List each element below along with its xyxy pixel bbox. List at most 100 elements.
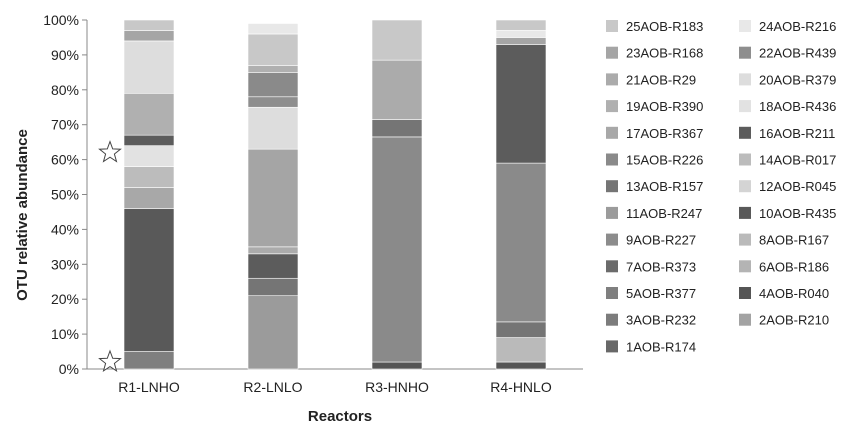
- legend-item: 9AOB-R227: [606, 233, 696, 248]
- legend-swatch: [606, 180, 618, 193]
- bar-segment-25AOB-R183: [247, 33, 299, 66]
- bar-segment-21AOB-R29: [371, 59, 423, 120]
- legend-swatch: [739, 100, 751, 113]
- x-tick-label: R3-HNHO: [365, 379, 429, 395]
- y-axis-ticks: 0% 10% 20% 30% 40% 50% 60% 70% 80% 90% 100%: [43, 12, 87, 377]
- bar-segment-20AOB-R379: [247, 106, 299, 150]
- x-tick-label: R4-HNLO: [490, 379, 552, 395]
- legend-item: 22AOB-R439: [739, 46, 836, 61]
- legend-label: 14AOB-R017: [759, 153, 836, 168]
- legend: 25AOB-R183 24AOB-R216 23AOB-R168 22AOB-R439…: [606, 19, 836, 354]
- y-tick-label: 100%: [43, 12, 79, 28]
- star-icon: [98, 349, 122, 373]
- legend-item: 11AOB-R247: [606, 206, 702, 221]
- legend-label: 11AOB-R247: [626, 206, 702, 221]
- legend-label: 6AOB-R186: [759, 259, 829, 274]
- legend-swatch: [739, 180, 751, 193]
- y-tick-label: 80%: [51, 82, 79, 98]
- legend-item: 10AOB-R435: [739, 206, 836, 221]
- legend-swatch: [606, 233, 618, 246]
- legend-swatch: [606, 340, 618, 353]
- legend-item: 4AOB-R040: [739, 286, 829, 301]
- y-tick-label: 90%: [51, 47, 79, 63]
- legend-label: 21AOB-R29: [626, 72, 696, 87]
- x-tick-label: R1-LNHO: [118, 379, 180, 395]
- legend-swatch: [739, 287, 751, 299]
- legend-label: 22AOB-R439: [759, 46, 836, 61]
- legend-swatch: [606, 287, 618, 299]
- legend-item: 19AOB-R390: [606, 99, 703, 114]
- x-axis-title: Reactors: [308, 408, 372, 425]
- legend-swatch: [739, 46, 751, 59]
- legend-label: 15AOB-R226: [626, 153, 703, 168]
- legend-label: 5AOB-R377: [626, 286, 696, 301]
- bar-segment-16AOB-R211: [495, 44, 547, 164]
- legend-swatch: [739, 20, 751, 32]
- legend-swatch: [606, 126, 618, 139]
- legend-swatch: [606, 100, 618, 113]
- legend-label: 16AOB-R211: [759, 126, 835, 141]
- legend-label: 10AOB-R435: [759, 206, 836, 221]
- bar-segment-22AOB-R439: [247, 96, 299, 108]
- legend-item: 8AOB-R167: [739, 233, 829, 248]
- bar-segment-13AOB-R157: [495, 321, 547, 338]
- bar-segment-16AOB-R211: [123, 134, 175, 146]
- y-tick-label: 20%: [51, 291, 79, 307]
- legend-label: 4AOB-R040: [759, 286, 829, 301]
- legend-label: 12AOB-R045: [759, 179, 836, 194]
- legend-label: 8AOB-R167: [759, 233, 829, 248]
- star-markers: [98, 140, 122, 373]
- bar-segment-24AOB-R216: [247, 23, 299, 35]
- bar-segment-23AOB-R168: [123, 30, 175, 42]
- legend-item: 1AOB-R174: [606, 339, 696, 354]
- legend-label: 3AOB-R232: [626, 313, 696, 328]
- bar-segment-25AOB-R183: [371, 19, 423, 61]
- legend-swatch: [606, 206, 618, 219]
- y-axis-title: OTU relative abundance: [14, 129, 31, 301]
- legend-item: 25AOB-R183: [606, 19, 703, 34]
- bar-segment-15AOB-R226: [495, 162, 547, 323]
- bar-segment-19AOB-R390: [247, 65, 299, 73]
- bar-segment-4AOB-R040: [495, 361, 547, 370]
- legend-swatch: [606, 46, 618, 59]
- y-tick-label: 30%: [51, 256, 79, 272]
- bar-segment-17AOB-R367: [123, 187, 175, 209]
- bar-segment-8AOB-R167: [495, 337, 547, 363]
- bar-segment-18AOB-R436: [123, 145, 175, 167]
- legend-swatch: [606, 260, 618, 273]
- legend-item: 17AOB-R367: [606, 126, 703, 141]
- legend-swatch: [739, 206, 751, 219]
- legend-item: 3AOB-R232: [606, 313, 696, 328]
- bar-segment-21AOB-R29: [247, 246, 299, 255]
- legend-item: 15AOB-R226: [606, 153, 703, 168]
- legend-label: 18AOB-R436: [759, 99, 836, 114]
- bar-segment-16AOB-R211: [247, 253, 299, 279]
- legend-item: 7AOB-R373: [606, 259, 696, 274]
- bar-segment-19AOB-R390: [123, 92, 175, 136]
- legend-item: 18AOB-R436: [739, 99, 836, 114]
- legend-item: 20AOB-R379: [739, 72, 836, 87]
- y-tick-label: 60%: [51, 152, 79, 168]
- x-tick-label: R2-LNLO: [243, 379, 302, 395]
- legend-swatch: [739, 73, 751, 86]
- legend-label: 20AOB-R379: [759, 72, 836, 87]
- legend-swatch: [739, 126, 751, 139]
- plot-area: [86, 19, 583, 370]
- y-tick-label: 40%: [51, 221, 79, 237]
- bar-segment-20AOB-R379: [123, 40, 175, 94]
- legend-swatch: [606, 20, 618, 32]
- legend-label: 23AOB-R168: [626, 46, 703, 61]
- legend-label: 13AOB-R157: [626, 179, 703, 194]
- bar-segment-5AOB-R377: [123, 351, 175, 370]
- legend-item: 13AOB-R157: [606, 179, 703, 194]
- legend-swatch: [739, 260, 751, 273]
- bar-segment-13AOB-R157: [371, 119, 423, 138]
- legend-swatch: [739, 313, 751, 326]
- legend-swatch: [606, 73, 618, 86]
- bar-segment-25AOB-R183: [123, 19, 175, 31]
- legend-label: 17AOB-R367: [626, 126, 703, 141]
- legend-item: 24AOB-R216: [739, 19, 836, 34]
- legend-item: 6AOB-R186: [739, 259, 829, 274]
- bar-segment-11AOB-R247: [247, 295, 299, 370]
